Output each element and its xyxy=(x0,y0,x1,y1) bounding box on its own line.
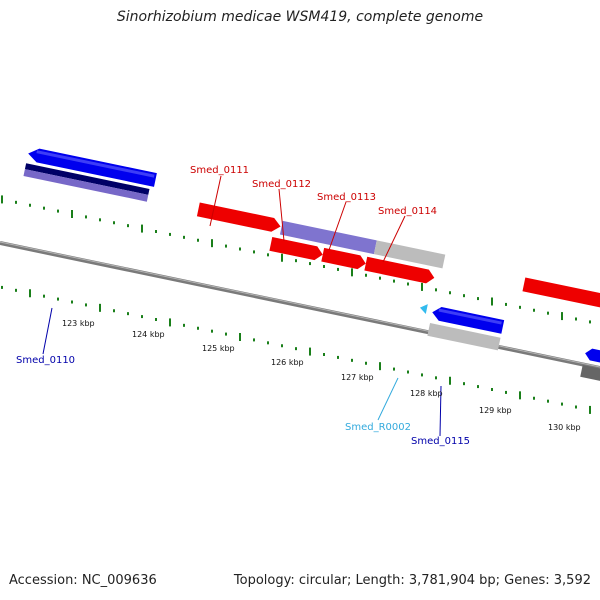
gene-smed-0114-arrow[interactable] xyxy=(364,256,435,285)
inner-scale-ring xyxy=(1,285,591,414)
cds-smed-0112[interactable] xyxy=(279,220,377,255)
gene-label-smed-0112[interactable]: Smed_0112 xyxy=(252,179,311,190)
leader-smed-0114 xyxy=(382,215,406,263)
tick-label: 126 kbp xyxy=(271,358,304,367)
leader-smed-r0002 xyxy=(377,377,399,421)
cds-smed-0110[interactable] xyxy=(23,169,149,202)
leader-smed-0113 xyxy=(328,201,347,251)
tick-label: 129 kbp xyxy=(479,406,512,415)
tick-label: 128 kbp xyxy=(410,389,443,398)
leader-smed-0115 xyxy=(439,385,442,437)
gene-smed-0111-arrow[interactable] xyxy=(196,202,282,234)
gene-label-smed-r0002[interactable]: Smed_R0002 xyxy=(345,422,411,433)
pseudo-smed-0113[interactable] xyxy=(373,240,446,269)
leader-smed-0112 xyxy=(278,188,285,242)
tick-labels: 123 kbp 124 kbp 125 kbp 126 kbp 127 kbp … xyxy=(62,319,581,432)
cds-smed-0110-dark[interactable] xyxy=(24,163,150,195)
tick-label: 127 kbp xyxy=(341,373,374,382)
accession-text: Accession: NC_009636 xyxy=(9,573,157,588)
tick-label: 124 kbp xyxy=(132,330,165,339)
gene-label-smed-0111[interactable]: Smed_0111 xyxy=(190,165,249,176)
leader-smed-0110 xyxy=(42,307,53,355)
leader-smed-0111 xyxy=(209,175,222,227)
gene-smed-0115-stripe xyxy=(438,308,502,325)
gene-smed-0110-arrow[interactable] xyxy=(27,147,157,187)
pseudo-smed-0115[interactable] xyxy=(427,323,501,351)
genome-summary-text: Topology: circular; Length: 3,781,904 bp… xyxy=(233,573,591,588)
label-leaders xyxy=(42,175,442,437)
rna-smed-r0002[interactable] xyxy=(419,303,428,314)
tick-label: 130 kbp xyxy=(548,423,581,432)
genome-title: Sinorhizobium medicae WSM419, complete g… xyxy=(116,9,484,25)
gene-smed-0112-arrow[interactable] xyxy=(269,237,324,262)
outer-scale-ring xyxy=(1,195,591,324)
gene-label-smed-0110[interactable]: Smed_0110 xyxy=(16,355,75,366)
gene-smed-0116-arrow[interactable] xyxy=(522,277,600,309)
tick-label: 125 kbp xyxy=(202,344,235,353)
genome-backbone xyxy=(0,241,600,370)
genome-backbone-highlight xyxy=(0,241,600,368)
tick-label: 123 kbp xyxy=(62,319,95,328)
gene-label-smed-0115[interactable]: Smed_0115 xyxy=(411,436,470,447)
gene-label-smed-0113[interactable]: Smed_0113 xyxy=(317,192,376,203)
gene-label-smed-0114[interactable]: Smed_0114 xyxy=(378,206,437,217)
gene-smed-0113-arrow[interactable] xyxy=(321,247,367,271)
gene-edge-gray xyxy=(580,365,600,383)
gene-smed-0110-stripe xyxy=(36,150,155,178)
gene-labels: Smed_0111 Smed_0112 Smed_0113 Smed_0114 … xyxy=(16,165,470,447)
gene-edge-blue[interactable] xyxy=(584,347,600,366)
